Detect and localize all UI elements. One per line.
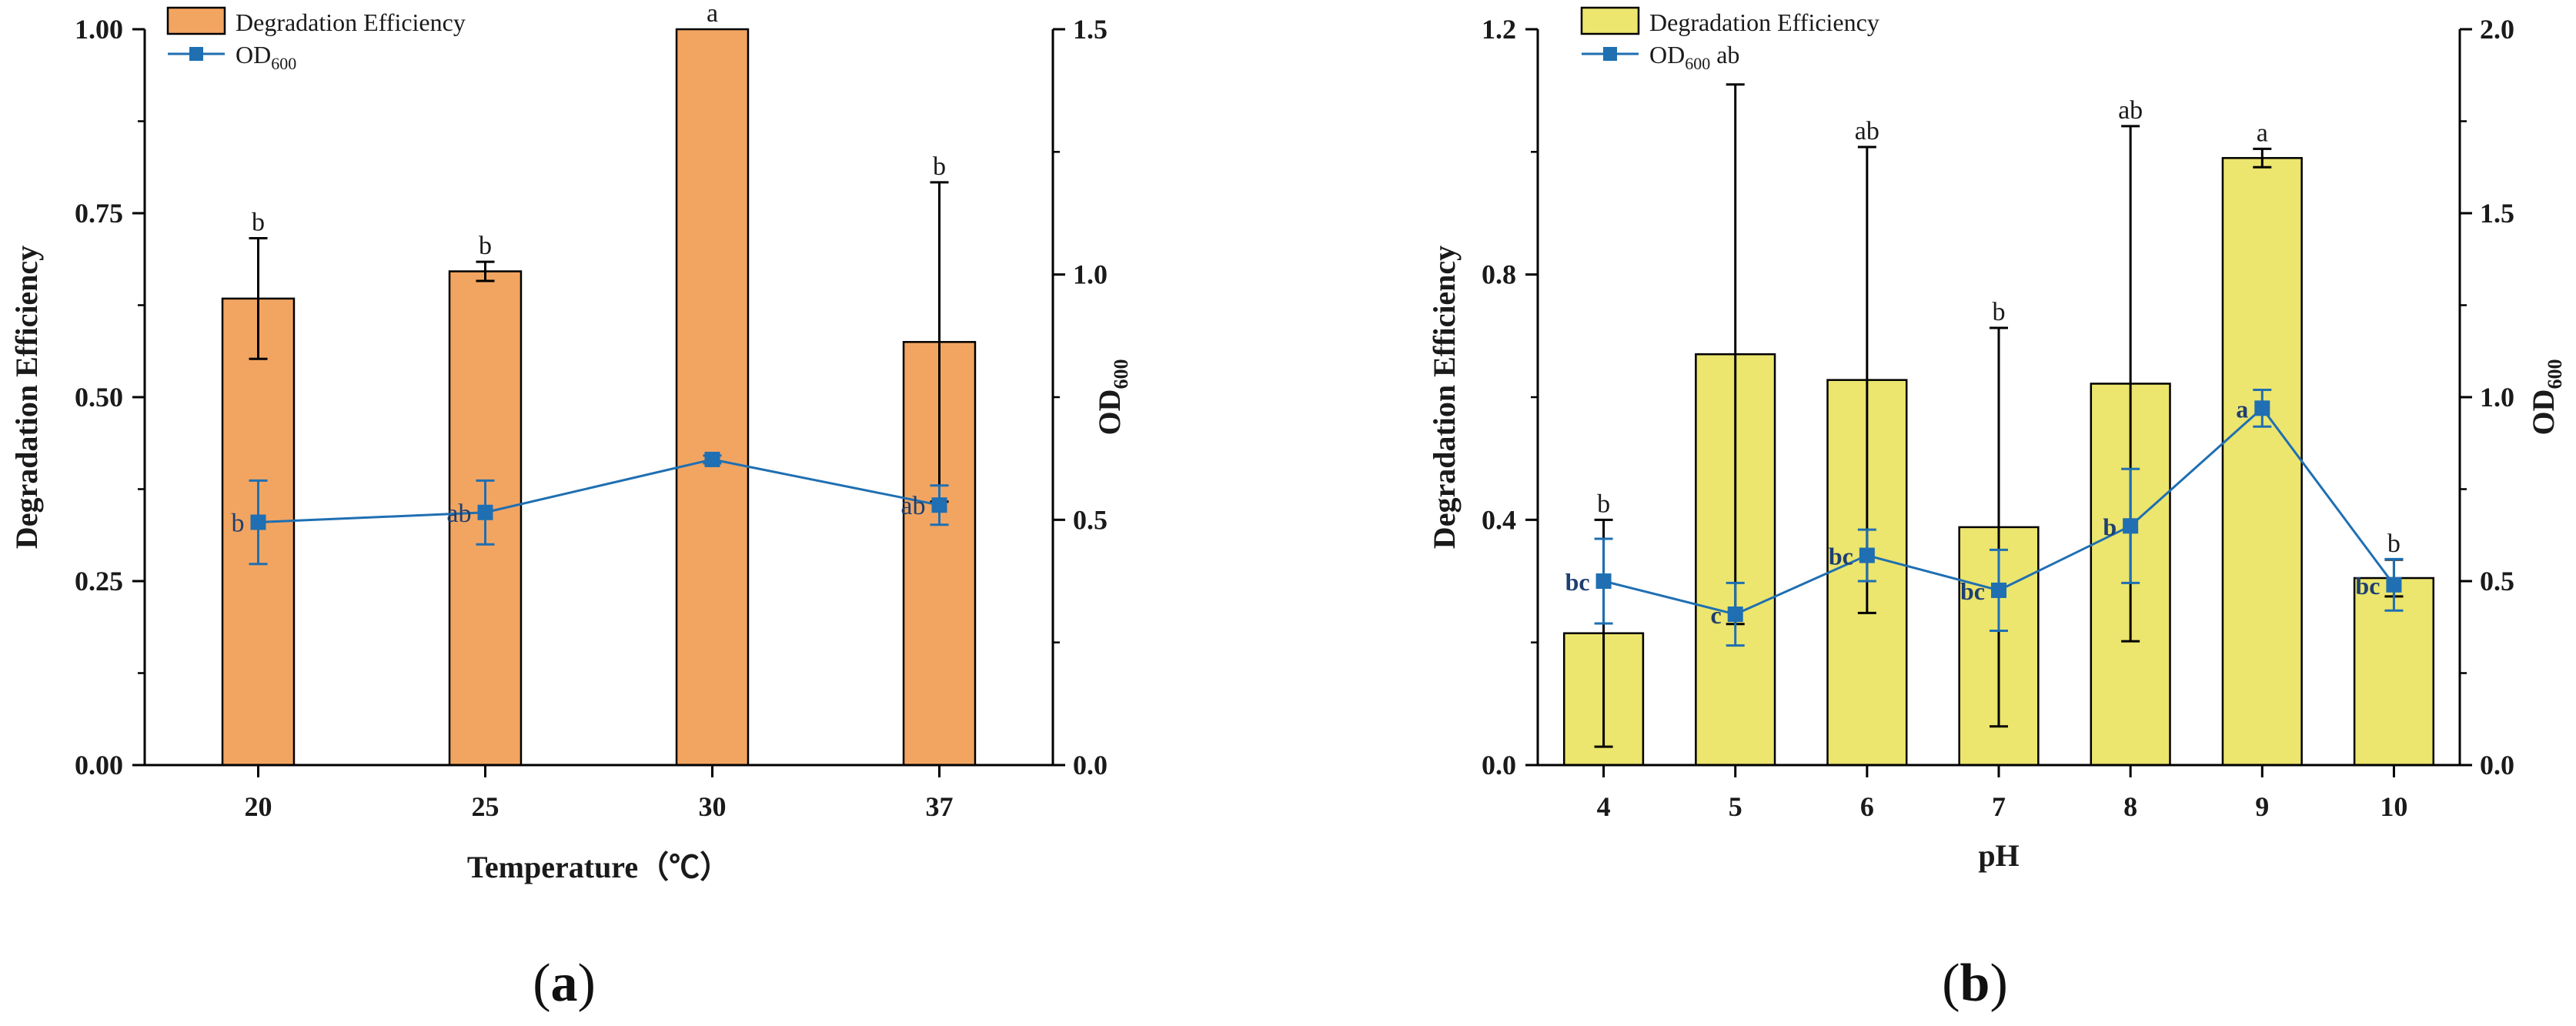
y2-tick-label: 0.5 [2480,566,2514,597]
od600-point-25 [477,504,493,520]
x-tick-label: 37 [926,791,954,822]
panel-label-open: ( [1942,954,1960,1013]
y2-tick-label: 0.5 [1073,504,1108,535]
x-tick-label: 9 [2255,791,2269,822]
od600-point-20 [250,514,266,530]
bar-letter: b [1993,298,2006,326]
x-tick-label: 5 [1729,791,1742,822]
od600-point-7 [1991,582,2006,598]
y2-axis-title-main: OD [2526,389,2561,436]
od600-letter: b [2103,513,2117,540]
bar-30 [675,28,750,767]
bar-letter: b [252,209,265,237]
od600-letter: bc [1565,568,1590,596]
legend-od-main: OD [236,41,271,69]
legend-od-sub: 600 [271,54,296,73]
legend-od-suffix: ab [1710,41,1739,69]
panel-label-letter: b [1960,954,1990,1013]
legend-label-degradation: Degradation Efficiency [1649,8,1879,36]
od600-point-10 [2386,576,2402,593]
od600-point-8 [2123,518,2139,534]
od600-point-6 [1859,547,1875,563]
od600-point-9 [2254,400,2270,416]
bar-9 [2221,157,2303,767]
panel-b: babbababbccbcbcbabc0.00.40.81.20.00.51.0… [1427,6,2566,1013]
y2-tick-label: 1.0 [1073,259,1108,290]
y-tick-label: 0.00 [75,750,123,780]
y2-tick-label: 1.0 [2480,382,2514,413]
bar-letter: ab [2118,96,2143,125]
bar-letter: a [2257,119,2268,147]
od600-point-4 [1595,573,1612,589]
x-tick-label: 7 [1992,791,2006,822]
od600-letter: bc [2355,572,2380,600]
panel-label: (a) [533,954,596,1013]
legend-od-sub: 600 [1685,54,1710,73]
x-axis-title: pH [1978,838,2019,873]
legend-label-degradation: Degradation Efficiency [236,8,466,36]
y2-axis-title: OD600 [1092,359,1132,436]
x-tick-label: 8 [2123,791,2137,822]
bar-letter: b [2387,530,2401,558]
y2-tick-label: 0.0 [2480,750,2514,780]
y-axis-title: Degradation Efficiency [9,246,44,549]
od600-letter: a [2236,395,2248,423]
y-tick-label: 1.00 [75,14,123,45]
bar-letter: ab [1855,117,1879,145]
x-tick-label: 4 [1597,791,1611,822]
od600-letter: c [1711,601,1722,629]
y2-axis-title-main: OD [1092,389,1127,436]
x-axis-title: Temperature（℃） [467,850,730,884]
panel-label-open: ( [533,954,550,1013]
y2-tick-label: 1.5 [1073,14,1108,45]
x-tick-label: 25 [472,791,499,822]
od600-letter: bc [1829,543,1853,570]
od600-line [258,458,940,524]
legend-label-od600: OD600 ab [1649,41,1739,73]
y2-tick-label: 1.5 [2480,198,2514,229]
x-tick-label: 6 [1860,791,1874,822]
panel-label-letter: a [551,954,578,1013]
y2-tick-label: 0.0 [1073,750,1108,780]
y-tick-label: 0.25 [75,566,123,597]
y-axis-title: Degradation Efficiency [1427,246,1462,549]
legend-label-od600: OD600 [236,41,296,73]
y-tick-label: 0.50 [75,382,123,413]
legend-bar-swatch [1580,6,1640,35]
panel-label-close: ) [1990,954,2007,1013]
panel-label-close: ) [578,954,596,1013]
bar-letter: b [933,152,946,181]
od600-letter: b [232,510,245,538]
od600-letter: ab [900,492,925,520]
panel-label: (b) [1942,954,2008,1013]
y2-axis-title-sub: 600 [2544,359,2566,389]
od600-letter: ab [446,500,471,528]
y2-axis-title-sub: 600 [1110,359,1132,389]
legend-od-main: OD [1649,41,1685,69]
bar-letter: a [707,0,718,28]
x-tick-label: 30 [699,791,727,822]
od600-letter: bc [1960,577,1985,605]
x-tick-label: 20 [245,791,272,822]
y-tick-label: 0.0 [1482,750,1516,780]
x-tick-label: 10 [2380,791,2407,822]
od600-point-5 [1727,607,1743,623]
y-tick-label: 0.4 [1482,504,1516,535]
od600-point-37 [931,497,947,513]
y-tick-label: 0.8 [1482,259,1516,290]
y2-axis-title: OD600 [2526,359,2566,436]
y-tick-label: 1.2 [1482,14,1516,45]
legend-line-marker [189,47,203,61]
bar-letter: b [1597,490,1610,518]
legend-line-marker [1603,47,1617,61]
y2-tick-label: 2.0 [2480,14,2514,45]
legend-bar-swatch [166,6,226,35]
bar-letter: b [479,232,492,260]
y-tick-label: 0.75 [75,198,123,229]
od600-point-30 [704,451,720,467]
